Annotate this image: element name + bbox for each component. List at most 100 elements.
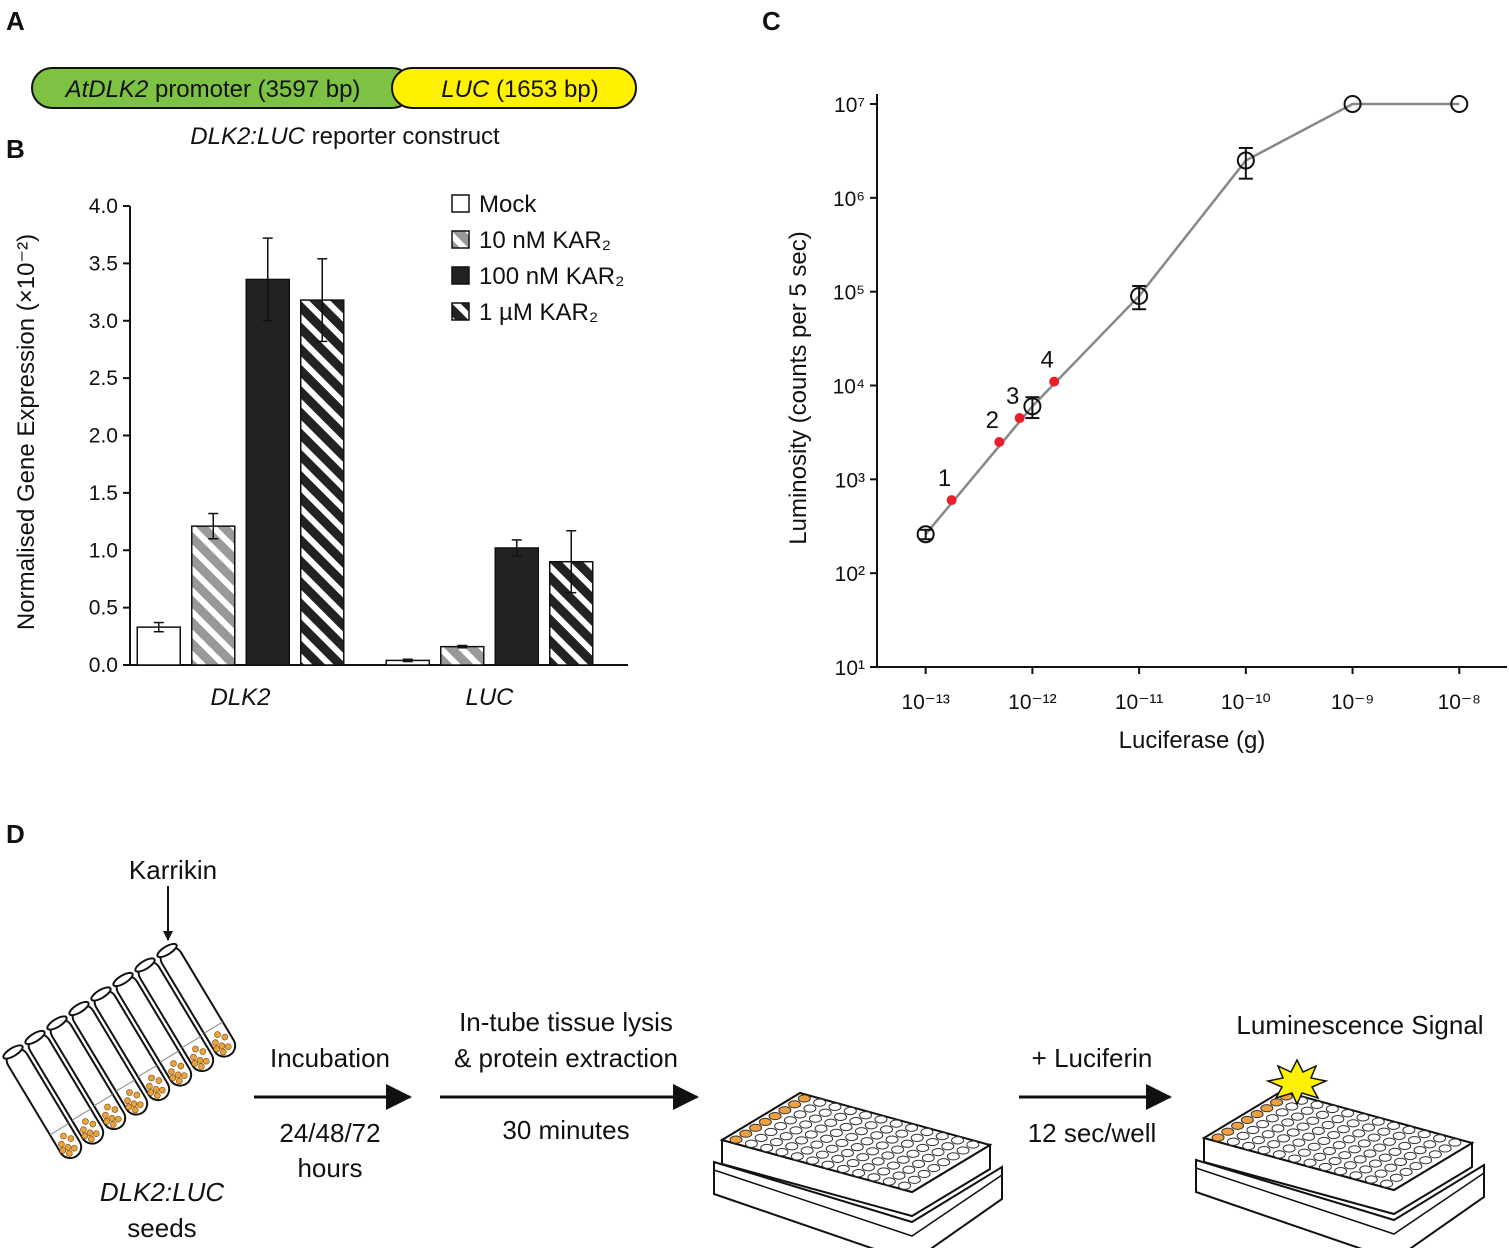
well — [874, 1115, 888, 1124]
well — [1318, 1162, 1332, 1172]
well — [825, 1144, 839, 1153]
x-tick-label: 10⁻¹¹ — [1115, 691, 1163, 714]
legend-label: Mock — [479, 191, 537, 218]
tube-opening — [46, 1015, 68, 1031]
seed — [212, 1039, 219, 1047]
well — [921, 1153, 935, 1163]
well — [1382, 1137, 1396, 1146]
well — [829, 1128, 843, 1137]
bar — [191, 525, 236, 666]
well — [860, 1137, 874, 1146]
seed — [67, 1135, 75, 1142]
well — [779, 1132, 793, 1141]
tube — [24, 1029, 105, 1145]
well — [1231, 1121, 1245, 1130]
well — [907, 1175, 921, 1184]
well — [1341, 1109, 1355, 1118]
well — [1310, 1100, 1324, 1109]
well — [1364, 1175, 1378, 1184]
well — [1342, 1135, 1356, 1144]
x-tick-label: 10⁻¹⁰ — [1221, 691, 1271, 714]
seed — [170, 1060, 177, 1067]
seed — [214, 1031, 221, 1038]
tube — [90, 986, 171, 1102]
well — [814, 1124, 828, 1133]
tube-opening — [134, 957, 156, 973]
well — [1327, 1130, 1341, 1140]
point-label: 2 — [986, 407, 999, 434]
well — [1374, 1169, 1388, 1178]
x-tick-label: 10⁻⁹ — [1331, 691, 1374, 714]
y-tick-label: 1.5 — [89, 482, 118, 505]
well — [813, 1098, 827, 1107]
well — [1348, 1145, 1362, 1154]
seed — [191, 1060, 199, 1067]
point-label: 3 — [1006, 383, 1019, 410]
point — [946, 495, 957, 506]
well — [1338, 1151, 1352, 1160]
legend-swatch — [451, 266, 470, 285]
well — [900, 1139, 914, 1148]
seed — [132, 1106, 139, 1114]
well — [1349, 1171, 1363, 1180]
panel-label: B — [6, 134, 25, 164]
seed — [58, 1140, 65, 1148]
seed — [126, 1089, 133, 1096]
panel-label: D — [6, 819, 25, 849]
panel-label: C — [762, 6, 781, 36]
well — [797, 1094, 811, 1103]
seed — [190, 1053, 197, 1061]
well — [1257, 1146, 1271, 1155]
y-axis-label: Normalised Gene Expression (×10⁻²) — [13, 234, 40, 630]
well — [1288, 1154, 1302, 1163]
tube-opening — [24, 1029, 46, 1046]
well — [877, 1167, 891, 1176]
seed — [220, 1048, 227, 1056]
well — [889, 1119, 903, 1128]
well — [764, 1127, 778, 1137]
legend-label: 100 nM KAR₂ — [479, 263, 624, 290]
tube-opening — [156, 942, 178, 959]
well — [1272, 1150, 1286, 1159]
point-label: 1 — [938, 465, 951, 492]
well — [1332, 1141, 1346, 1150]
y-tick-label: 10¹ — [835, 657, 865, 680]
point — [1014, 413, 1025, 424]
plate-base-edge — [713, 1169, 1003, 1237]
well — [931, 1148, 945, 1157]
tube-line — [159, 1050, 180, 1063]
gene-name: LUC — [441, 76, 490, 103]
seed — [88, 1135, 95, 1143]
well — [821, 1160, 835, 1169]
x-tick-label: 10⁻¹² — [1008, 691, 1056, 714]
y-tick-label: 2.5 — [89, 367, 118, 390]
well — [895, 1129, 909, 1138]
x-tick-label: 10⁻¹³ — [901, 691, 949, 714]
well — [1384, 1163, 1398, 1172]
well — [870, 1131, 884, 1140]
seed — [198, 1063, 205, 1070]
well — [1265, 1114, 1279, 1123]
well — [850, 1143, 864, 1152]
well — [1302, 1132, 1316, 1141]
well — [852, 1169, 866, 1178]
bar — [136, 626, 181, 666]
tube-line — [71, 1108, 92, 1121]
tube — [2, 1044, 83, 1160]
well — [1378, 1153, 1392, 1162]
point — [1023, 397, 1042, 416]
point — [1049, 376, 1060, 387]
tube-line — [115, 1079, 136, 1092]
seed — [125, 1103, 133, 1111]
tube — [46, 1015, 127, 1131]
tube-opening — [112, 971, 134, 988]
well — [824, 1118, 838, 1127]
well — [1290, 1112, 1304, 1121]
well — [799, 1120, 813, 1129]
well — [1300, 1106, 1314, 1115]
well — [854, 1127, 868, 1136]
seed — [192, 1045, 199, 1053]
seed — [111, 1106, 119, 1113]
well — [754, 1133, 768, 1142]
well — [1357, 1139, 1371, 1148]
